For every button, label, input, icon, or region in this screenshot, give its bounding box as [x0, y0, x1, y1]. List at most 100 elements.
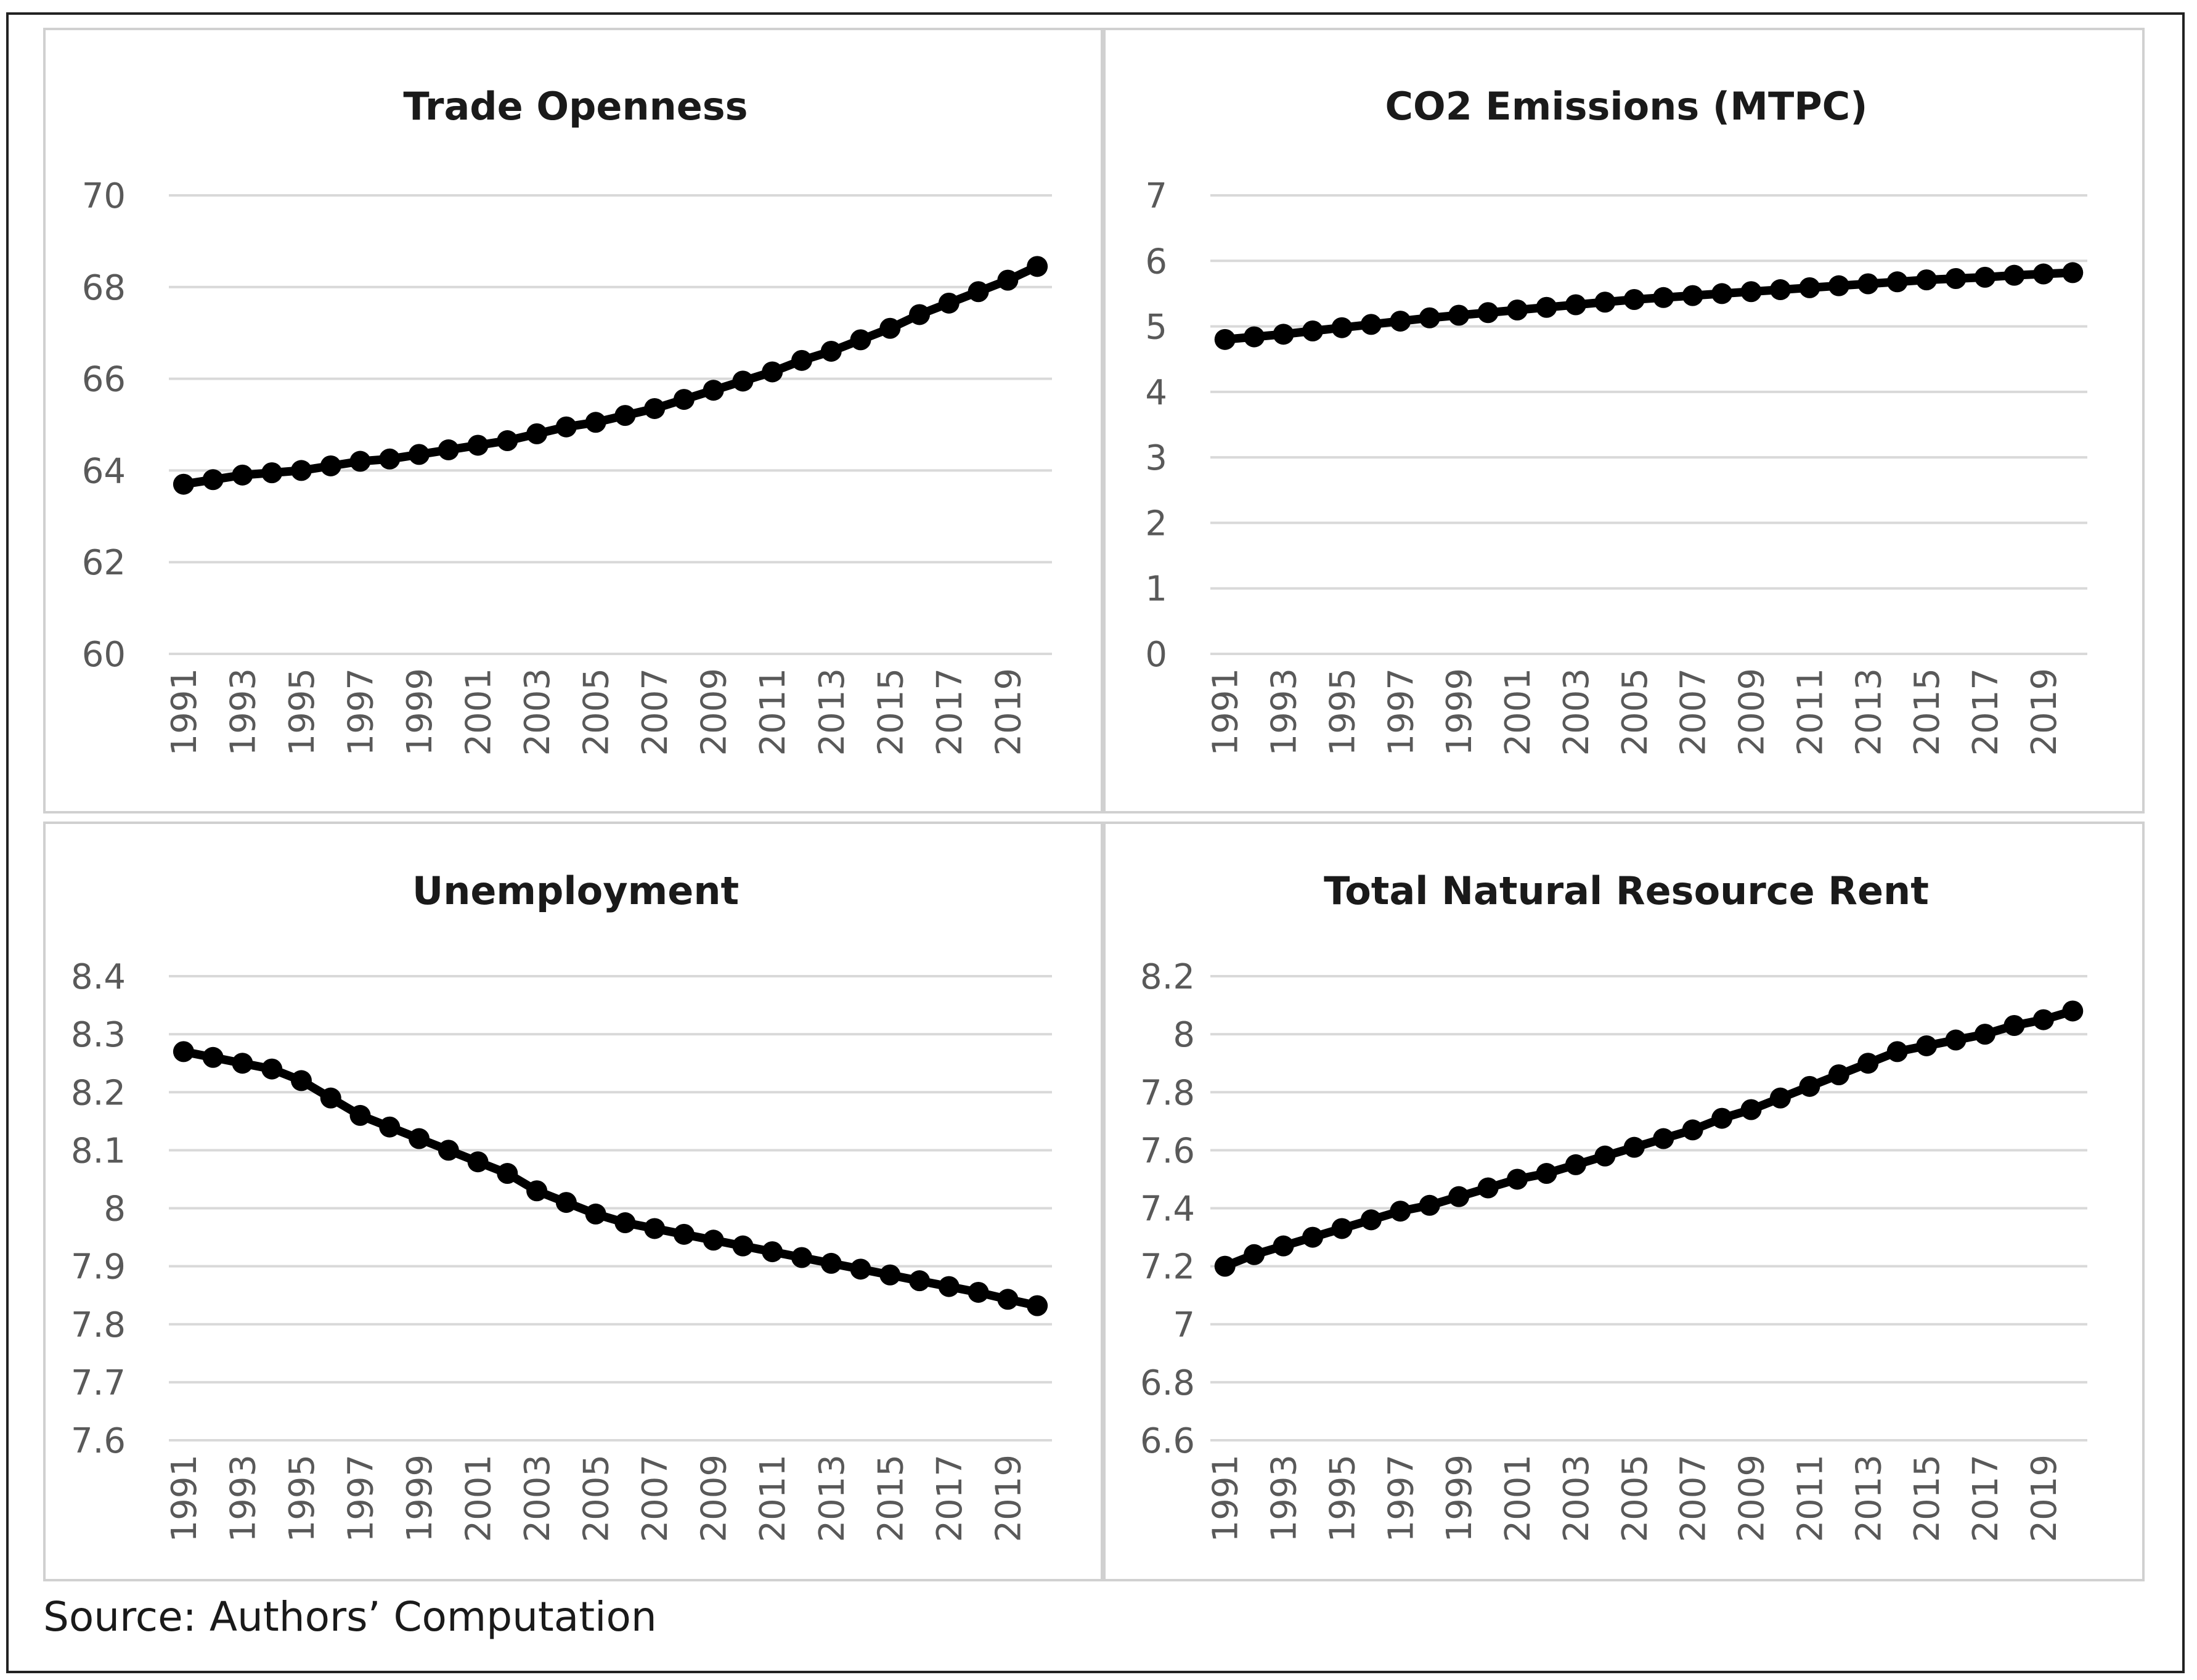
data-point [2032, 263, 2054, 285]
data-point [379, 448, 401, 470]
data-point [497, 1163, 518, 1185]
chart-panel-unemployment: Unemployment 7.6 7.7 7.8 7.9 8 8.1 8.2 8.3 8.4 199… [43, 822, 1103, 1581]
data-point [762, 1241, 783, 1263]
y-tick-label: 68 [82, 268, 126, 308]
data-point [320, 455, 341, 476]
x-tick-label: 1993 [1265, 668, 1305, 756]
data-point [1653, 1128, 1674, 1149]
y-tick-label: 7.6 [1140, 1131, 1195, 1171]
x-tick-label: 2011 [753, 1454, 793, 1543]
chart-svg-unemployment: Unemployment 7.6 7.7 7.8 7.9 8 8.1 8.2 8.3 8.4 199… [71, 868, 1052, 1543]
x-tick-label: 2001 [1498, 668, 1538, 756]
data-point [968, 281, 989, 303]
data-point [1302, 1226, 1324, 1248]
x-tick-label: 2001 [459, 668, 499, 756]
y-tick-label: 3 [1145, 438, 1167, 478]
x-tick-label: 2017 [930, 1454, 970, 1543]
data-point [968, 1281, 989, 1303]
data-point [1507, 1168, 1528, 1190]
data-point [261, 462, 283, 484]
x-tick-label: 2017 [930, 668, 970, 756]
data-point [791, 1247, 812, 1268]
data-point [1360, 314, 1382, 335]
data-point [909, 304, 931, 325]
x-tick-label: 2013 [1849, 668, 1889, 756]
x-tick-label: 1995 [282, 668, 322, 756]
data-point [202, 1046, 224, 1068]
x-tick-label: 2015 [871, 668, 911, 756]
data-point [909, 1270, 931, 1292]
x-tick-label: 2003 [518, 1454, 558, 1543]
x-tick-label: 1995 [1323, 668, 1363, 756]
x-tick-label: 2001 [1498, 1454, 1538, 1543]
data-point [1857, 1053, 1879, 1074]
data-point [1623, 288, 1645, 310]
data-point [1916, 269, 1938, 291]
data-point [585, 1203, 606, 1225]
x-tick-label: 1993 [223, 668, 263, 756]
data-point [1448, 1186, 1470, 1207]
data-point [1886, 1041, 1908, 1062]
data-point [349, 451, 371, 472]
y-tick-label: 7 [1145, 176, 1167, 216]
data-point [2032, 1009, 2054, 1030]
data-point [820, 340, 842, 362]
x-tick-label: 1997 [1381, 668, 1421, 756]
y-tick-label: 6 [1145, 242, 1167, 282]
source-note: Source: Authors’ Computation [43, 1593, 657, 1641]
y-tick-label: 7.8 [71, 1305, 126, 1345]
y-tick-label: 1 [1145, 569, 1167, 610]
chart-title: Trade Openness [403, 84, 748, 129]
y-tick-label: 0 [1145, 635, 1167, 675]
x-tick-label: 2011 [1790, 1454, 1830, 1543]
x-tick-label: 2007 [1674, 1454, 1714, 1543]
data-point [438, 439, 459, 460]
chart-svg-trade-openness: Trade Openness 60 62 64 66 68 70 1991 1993 1995 19… [82, 84, 1052, 756]
data-point [497, 430, 518, 452]
x-tick-label: 1993 [1265, 1454, 1305, 1543]
data-point [409, 1128, 430, 1149]
chart-title: Unemployment [412, 868, 739, 913]
data-point [1974, 266, 1995, 288]
data-point [1027, 1295, 1048, 1316]
data-point [1711, 1107, 1733, 1129]
data-point [1594, 292, 1616, 313]
data-point [409, 444, 430, 465]
data-point [526, 423, 548, 444]
data-point [644, 398, 666, 419]
data-point [290, 460, 312, 481]
data-point [732, 370, 754, 392]
data-point [1302, 320, 1324, 342]
x-tick-label: 2015 [871, 1454, 911, 1543]
data-point [997, 1289, 1019, 1310]
data-point [1536, 296, 1557, 318]
y-tick-label: 7.4 [1140, 1189, 1195, 1229]
y-tick-label: 7.2 [1140, 1247, 1195, 1287]
chart-title: CO2 Emissions (MTPC) [1385, 84, 1867, 129]
data-point [1244, 326, 1265, 348]
data-point [1214, 328, 1236, 350]
x-tick-label: 2013 [1849, 1454, 1889, 1543]
data-point [1536, 1163, 1557, 1185]
data-point [879, 1264, 901, 1286]
y-tick-label: 8.2 [1140, 957, 1195, 997]
data-point [1390, 1201, 1411, 1222]
x-tick-label: 2011 [753, 668, 793, 756]
y-tick-label: 66 [82, 360, 126, 400]
data-point [1419, 307, 1440, 328]
data-point [1916, 1035, 1938, 1056]
data-point [938, 1276, 960, 1297]
data-point [232, 1053, 253, 1074]
data-point [644, 1218, 666, 1239]
chart-panel-trade-openness: Trade Openness 60 62 64 66 68 70 1991 1993 1995 19… [43, 28, 1103, 813]
y-tick-label: 6.6 [1140, 1421, 1195, 1461]
y-tick-label: 8.2 [71, 1073, 126, 1113]
data-point [938, 292, 960, 314]
x-tick-label: 2001 [459, 1454, 499, 1543]
data-point [1360, 1209, 1382, 1231]
data-point [673, 1223, 695, 1245]
data-point [349, 1104, 371, 1126]
y-tick-label: 7.7 [71, 1363, 126, 1403]
data-point [467, 434, 489, 456]
x-tick-label: 1999 [1440, 1454, 1480, 1543]
